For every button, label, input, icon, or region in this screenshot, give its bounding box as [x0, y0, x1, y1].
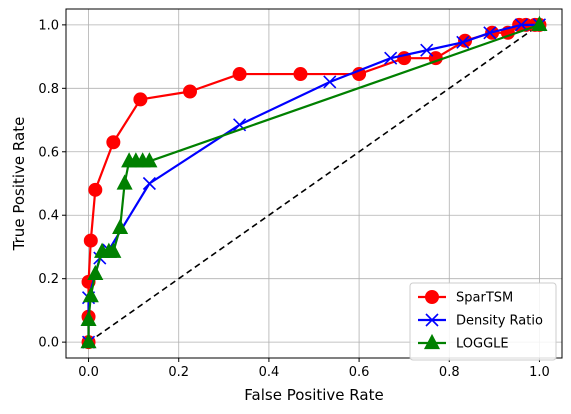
data-point-triangle [80, 333, 97, 349]
x-marker-stroke [420, 43, 434, 57]
x-tick-label: 0.4 [259, 365, 280, 380]
y-tick-label: 0.4 [38, 209, 59, 224]
legend: SparTSM Density Ratio LOGGLE [409, 282, 557, 361]
y-tick-label: 0.2 [38, 272, 59, 287]
legend-item: SparTSM [418, 290, 513, 306]
series-layer [80, 15, 548, 350]
x-marker-stroke [483, 26, 497, 40]
axis-ticks: 0.0 0.2 0.4 0.6 0.8 1.0 0.0 0.2 0.4 0.6 0.8 1.0 [38, 18, 549, 380]
plot-area-frame [65, 8, 563, 359]
data-point-x [425, 313, 439, 327]
data-point-circle [293, 67, 308, 82]
y-tick-label: 0.6 [38, 145, 59, 160]
x-marker-stroke [323, 75, 337, 89]
data-point-triangle [112, 218, 129, 235]
legend-item: LOGGLE [418, 333, 509, 352]
data-point-x [456, 35, 470, 49]
x-axis-label: False Positive Rate [244, 386, 383, 404]
x-marker-stroke [142, 176, 156, 191]
series-loggle [80, 15, 548, 349]
x-marker-stroke [425, 313, 439, 327]
data-point-x [420, 43, 434, 57]
legend-label: Density Ratio [456, 314, 543, 329]
data-point-circle [88, 182, 103, 197]
data-point-circle [83, 233, 98, 248]
data-point-triangle [141, 152, 158, 168]
data-point-circle [425, 290, 439, 304]
x-tick-label: 1.0 [529, 365, 550, 380]
data-point-triangle [423, 333, 441, 350]
x-tick-label: 0.6 [349, 365, 370, 380]
data-point-triangle [82, 287, 99, 303]
x-marker-stroke [456, 35, 470, 49]
data-point-circle [183, 84, 197, 99]
data-point-triangle [80, 310, 97, 327]
legend-label: LOGGLE [456, 337, 509, 352]
x-tick-label: 0.8 [439, 365, 460, 380]
x-marker-stroke [233, 118, 247, 132]
data-point-triangle [531, 15, 548, 31]
legend-box [409, 282, 557, 361]
data-point-x [483, 26, 497, 40]
y-tick-label: 0.0 [38, 336, 59, 351]
x-tick-label: 0.0 [78, 365, 99, 380]
x-marker-stroke [514, 18, 528, 32]
data-point-x [384, 51, 398, 65]
data-point-circle [232, 67, 247, 82]
data-point-x [142, 176, 156, 191]
data-point-triangle [105, 242, 122, 258]
y-axis-label: True Positive Rate [10, 117, 28, 252]
legend-label: SparTSM [456, 291, 513, 306]
y-tick-label: 1.0 [38, 18, 59, 33]
y-tick-label: 0.8 [38, 82, 59, 97]
x-marker-stroke [384, 51, 398, 65]
diagonal-reference-series [88, 24, 540, 343]
data-point-circle [106, 135, 121, 150]
data-point-x [323, 75, 337, 89]
diagonal-line [88, 24, 540, 343]
grid-lines [66, 9, 562, 358]
x-tick-label: 0.2 [168, 365, 189, 380]
data-point-triangle [116, 174, 133, 190]
data-point-circle [133, 92, 148, 107]
legend-item: Density Ratio [418, 313, 543, 329]
data-point-triangle [87, 264, 104, 281]
